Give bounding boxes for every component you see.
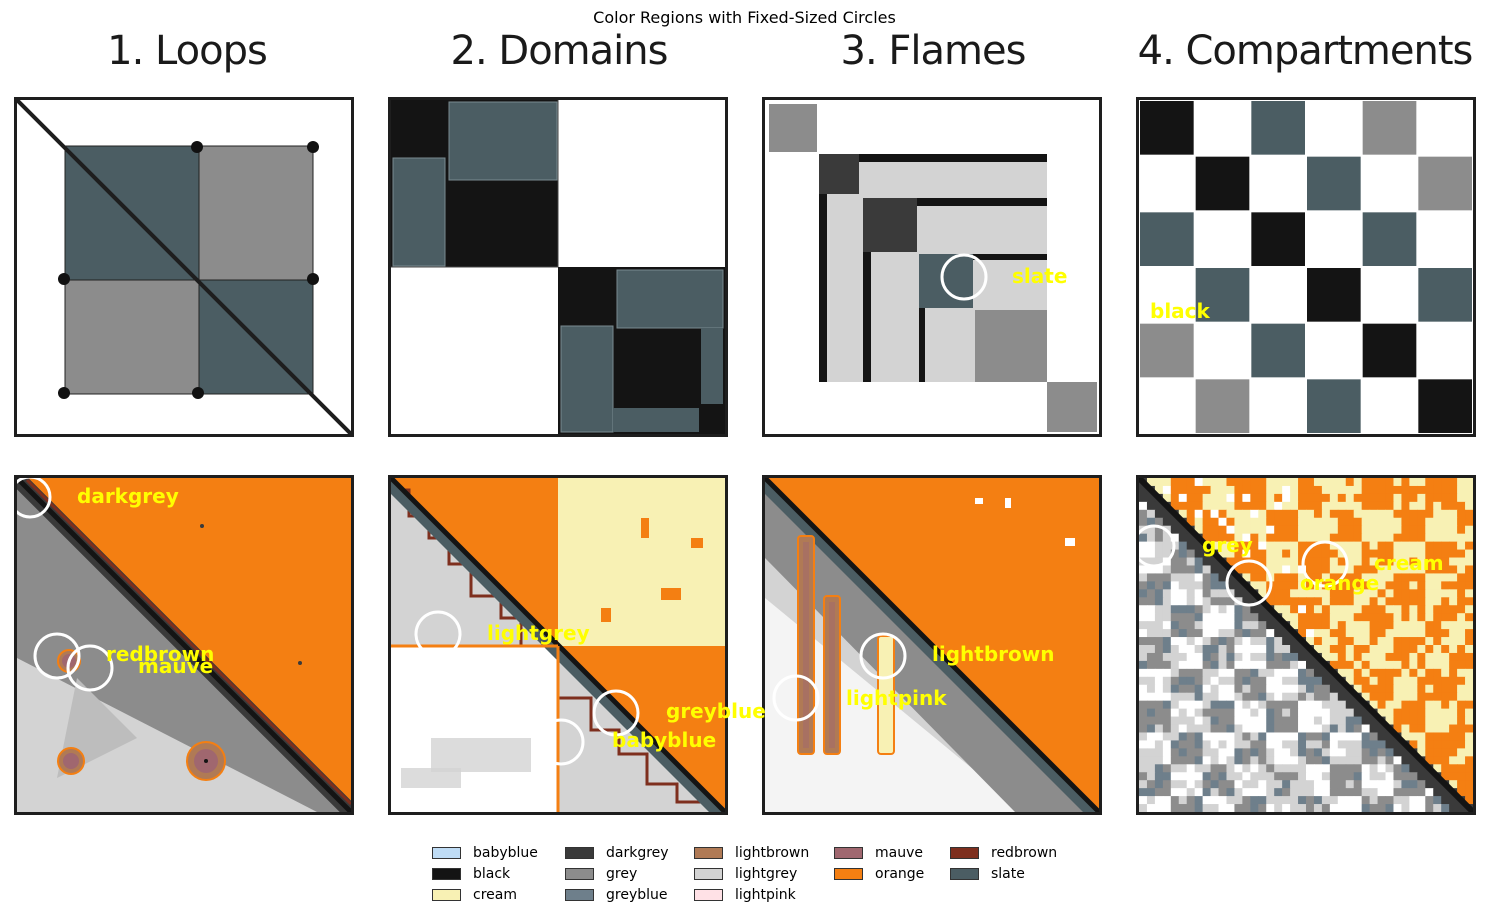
legend-item-cream: cream [432,884,517,905]
legend-item-lightbrown: lightbrown [694,842,809,863]
legend-item-grey: grey [565,863,637,884]
flames-heatmap [762,475,1102,815]
compartments-heatmap [1136,475,1476,815]
domains-heatmap [388,475,728,815]
label-greyblue: greyblue [666,699,766,723]
loops-schematic [14,97,354,437]
figure-title: Color Regions with Fixed-Sized Circles [593,8,896,27]
panel-title-loops: 1. Loops [107,28,268,74]
label-mauve: mauve [138,654,214,678]
legend-item-lightpink: lightpink [694,884,796,905]
legend-item-mauve: mauve [834,842,923,863]
label-slate: slate [1012,264,1068,288]
label-grey: grey [1202,533,1253,557]
legend-item-slate: slate [950,863,1025,884]
label-lightbrown: lightbrown [932,642,1055,666]
legend-item-redbrown: redbrown [950,842,1057,863]
label-darkgrey: darkgrey [77,484,179,508]
label-orange: orange [1300,571,1380,595]
label-black: black [1150,299,1210,323]
compartments-schematic [1136,97,1476,437]
panel-title-flames: 3. Flames [840,28,1027,74]
label-redbrown: redbrown [106,642,215,666]
legend-item-black: black [432,863,510,884]
domains-schematic [388,97,728,437]
panel-title-domains: 2. Domains [450,28,669,74]
label-lightpink: lightpink [846,686,947,710]
panel-title-compartments: 4. Compartments [1137,28,1474,74]
label-babyblue: babyblue [612,728,717,752]
legend-item-darkgrey: darkgrey [565,842,669,863]
legend-item-orange: orange [834,863,924,884]
legend-item-babyblue: babyblue [432,842,538,863]
label-lightgrey: lightgrey [487,621,590,645]
label-cream: cream [1374,551,1444,575]
legend-item-lightgrey: lightgrey [694,863,797,884]
color-legend: babyblue black cream darkgrey grey greyb… [432,842,1072,908]
loops-heatmap [14,475,354,815]
flames-schematic [762,97,1102,437]
legend-item-greyblue: greyblue [565,884,668,905]
